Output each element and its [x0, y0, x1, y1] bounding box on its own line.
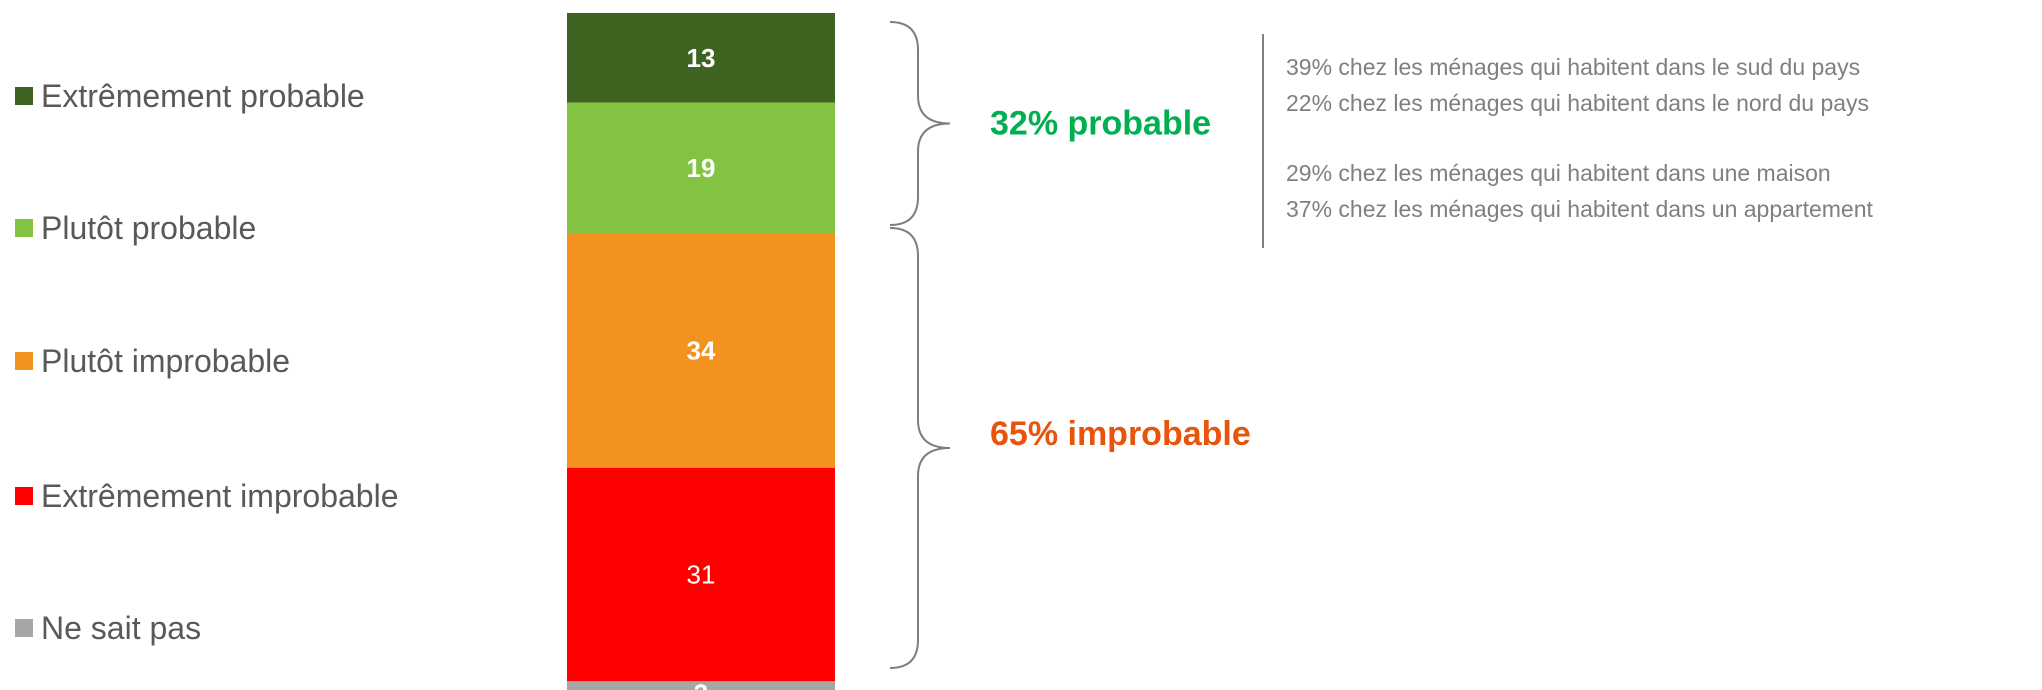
legend-swatch: [15, 352, 33, 370]
legend-label: Ne sait pas: [41, 610, 201, 646]
bar-segment-3: [567, 233, 835, 468]
bar-value-label: 31: [687, 560, 716, 590]
legend-label: Plutôt improbable: [41, 343, 290, 379]
brace-probable: [889, 21, 951, 226]
legend-label: Extrêmement improbable: [41, 478, 398, 514]
legend-label: Extrêmement probable: [41, 78, 365, 114]
bar-value-label: 3: [694, 678, 708, 690]
bar-segment-4: [567, 467, 835, 682]
annotation-text: 22% chez les ménages qui habitent dans l…: [1286, 90, 1869, 116]
legend-swatch: [15, 219, 33, 237]
annotation-text: 37% chez les ménages qui habitent dans u…: [1286, 196, 1874, 222]
group-label-probable: 32% probable: [990, 105, 1211, 143]
group-label-improbable: 65% improbable: [990, 415, 1251, 453]
bar-segment-5: [567, 681, 835, 690]
annotation-text: 39% chez les ménages qui habitent dans l…: [1286, 54, 1860, 80]
bar-value-label: 13: [687, 43, 716, 73]
bar-value-label: 34: [687, 336, 716, 366]
legend-swatch: [15, 87, 33, 105]
legend-swatch: [15, 487, 33, 505]
brace-improbable: [889, 227, 951, 669]
bar-segment-2: [567, 102, 835, 234]
legend-swatch: [15, 619, 33, 637]
legend-label: Plutôt probable: [41, 210, 256, 246]
bar-segment-1: [567, 13, 835, 103]
bar-value-label: 19: [687, 153, 716, 183]
annotation-text: 29% chez les ménages qui habitent dans u…: [1286, 160, 1831, 186]
